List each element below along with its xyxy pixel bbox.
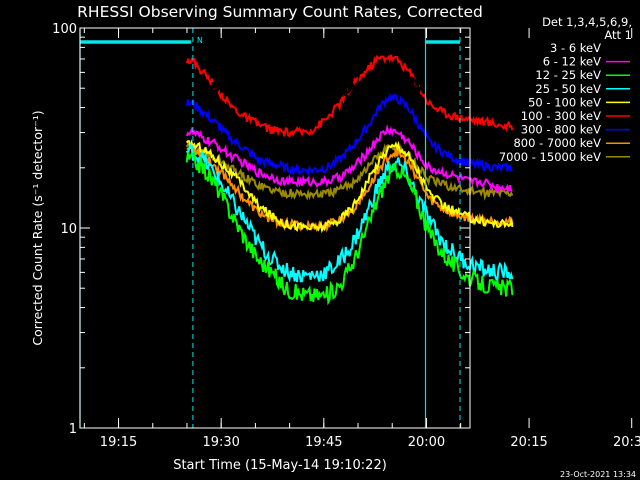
series-line-8 (185, 142, 514, 201)
series-line-3 (185, 142, 514, 284)
axes: 11010019:1519:3019:4520:0020:1520:3020:4… (52, 22, 640, 450)
legend-label-0: 3 - 6 keV (550, 41, 601, 55)
footer-date: 23-Oct-2021 13:34 (560, 470, 636, 479)
legend-label-6: 300 - 800 keV (521, 123, 601, 137)
legend-label-1: 6 - 12 keV (543, 55, 601, 69)
x-tick-label-3: 20:00 (408, 435, 445, 450)
annotation-text-0: N (197, 36, 203, 45)
legend-label-2: 12 - 25 keV (535, 68, 601, 82)
series-line-0 (185, 68, 514, 105)
legend-header-line-1: Det 1,3,4,5,6,9, (542, 15, 632, 29)
chart-title: RHESSI Observing Summary Count Rates, Co… (77, 3, 483, 21)
plot-area (185, 54, 514, 306)
y-tick-label-0: 1 (69, 422, 77, 437)
y-tick-label-1: 10 (60, 222, 77, 237)
x-tick-label-5: 20:30 (613, 435, 640, 450)
legend-header-line-2: Att 1 (604, 28, 632, 42)
legend-label-3: 25 - 50 keV (535, 82, 601, 96)
x-axis-label: Start Time (15-May-14 19:10:22) (173, 458, 387, 473)
x-tick-label-2: 19:45 (305, 435, 342, 450)
series-line-6 (185, 92, 513, 178)
y-axis-label: Corrected Count Rate (s⁻¹ detector⁻¹) (30, 110, 45, 345)
x-tick-label-1: 19:30 (202, 435, 239, 450)
series-line-1 (185, 124, 513, 194)
series-line-4 (185, 139, 514, 234)
legend-label-5: 100 - 300 keV (521, 109, 601, 123)
legend-label-8: 7000 - 15000 keV (499, 150, 601, 164)
legend-label-4: 50 - 100 keV (528, 95, 601, 109)
series-line-7 (186, 146, 514, 233)
legend-label-7: 800 - 7000 keV (513, 136, 601, 150)
y-tick-label-2: 100 (52, 22, 77, 37)
x-tick-label-0: 19:15 (100, 435, 137, 450)
series-line-2 (185, 151, 514, 306)
x-tick-label-4: 20:15 (510, 435, 547, 450)
